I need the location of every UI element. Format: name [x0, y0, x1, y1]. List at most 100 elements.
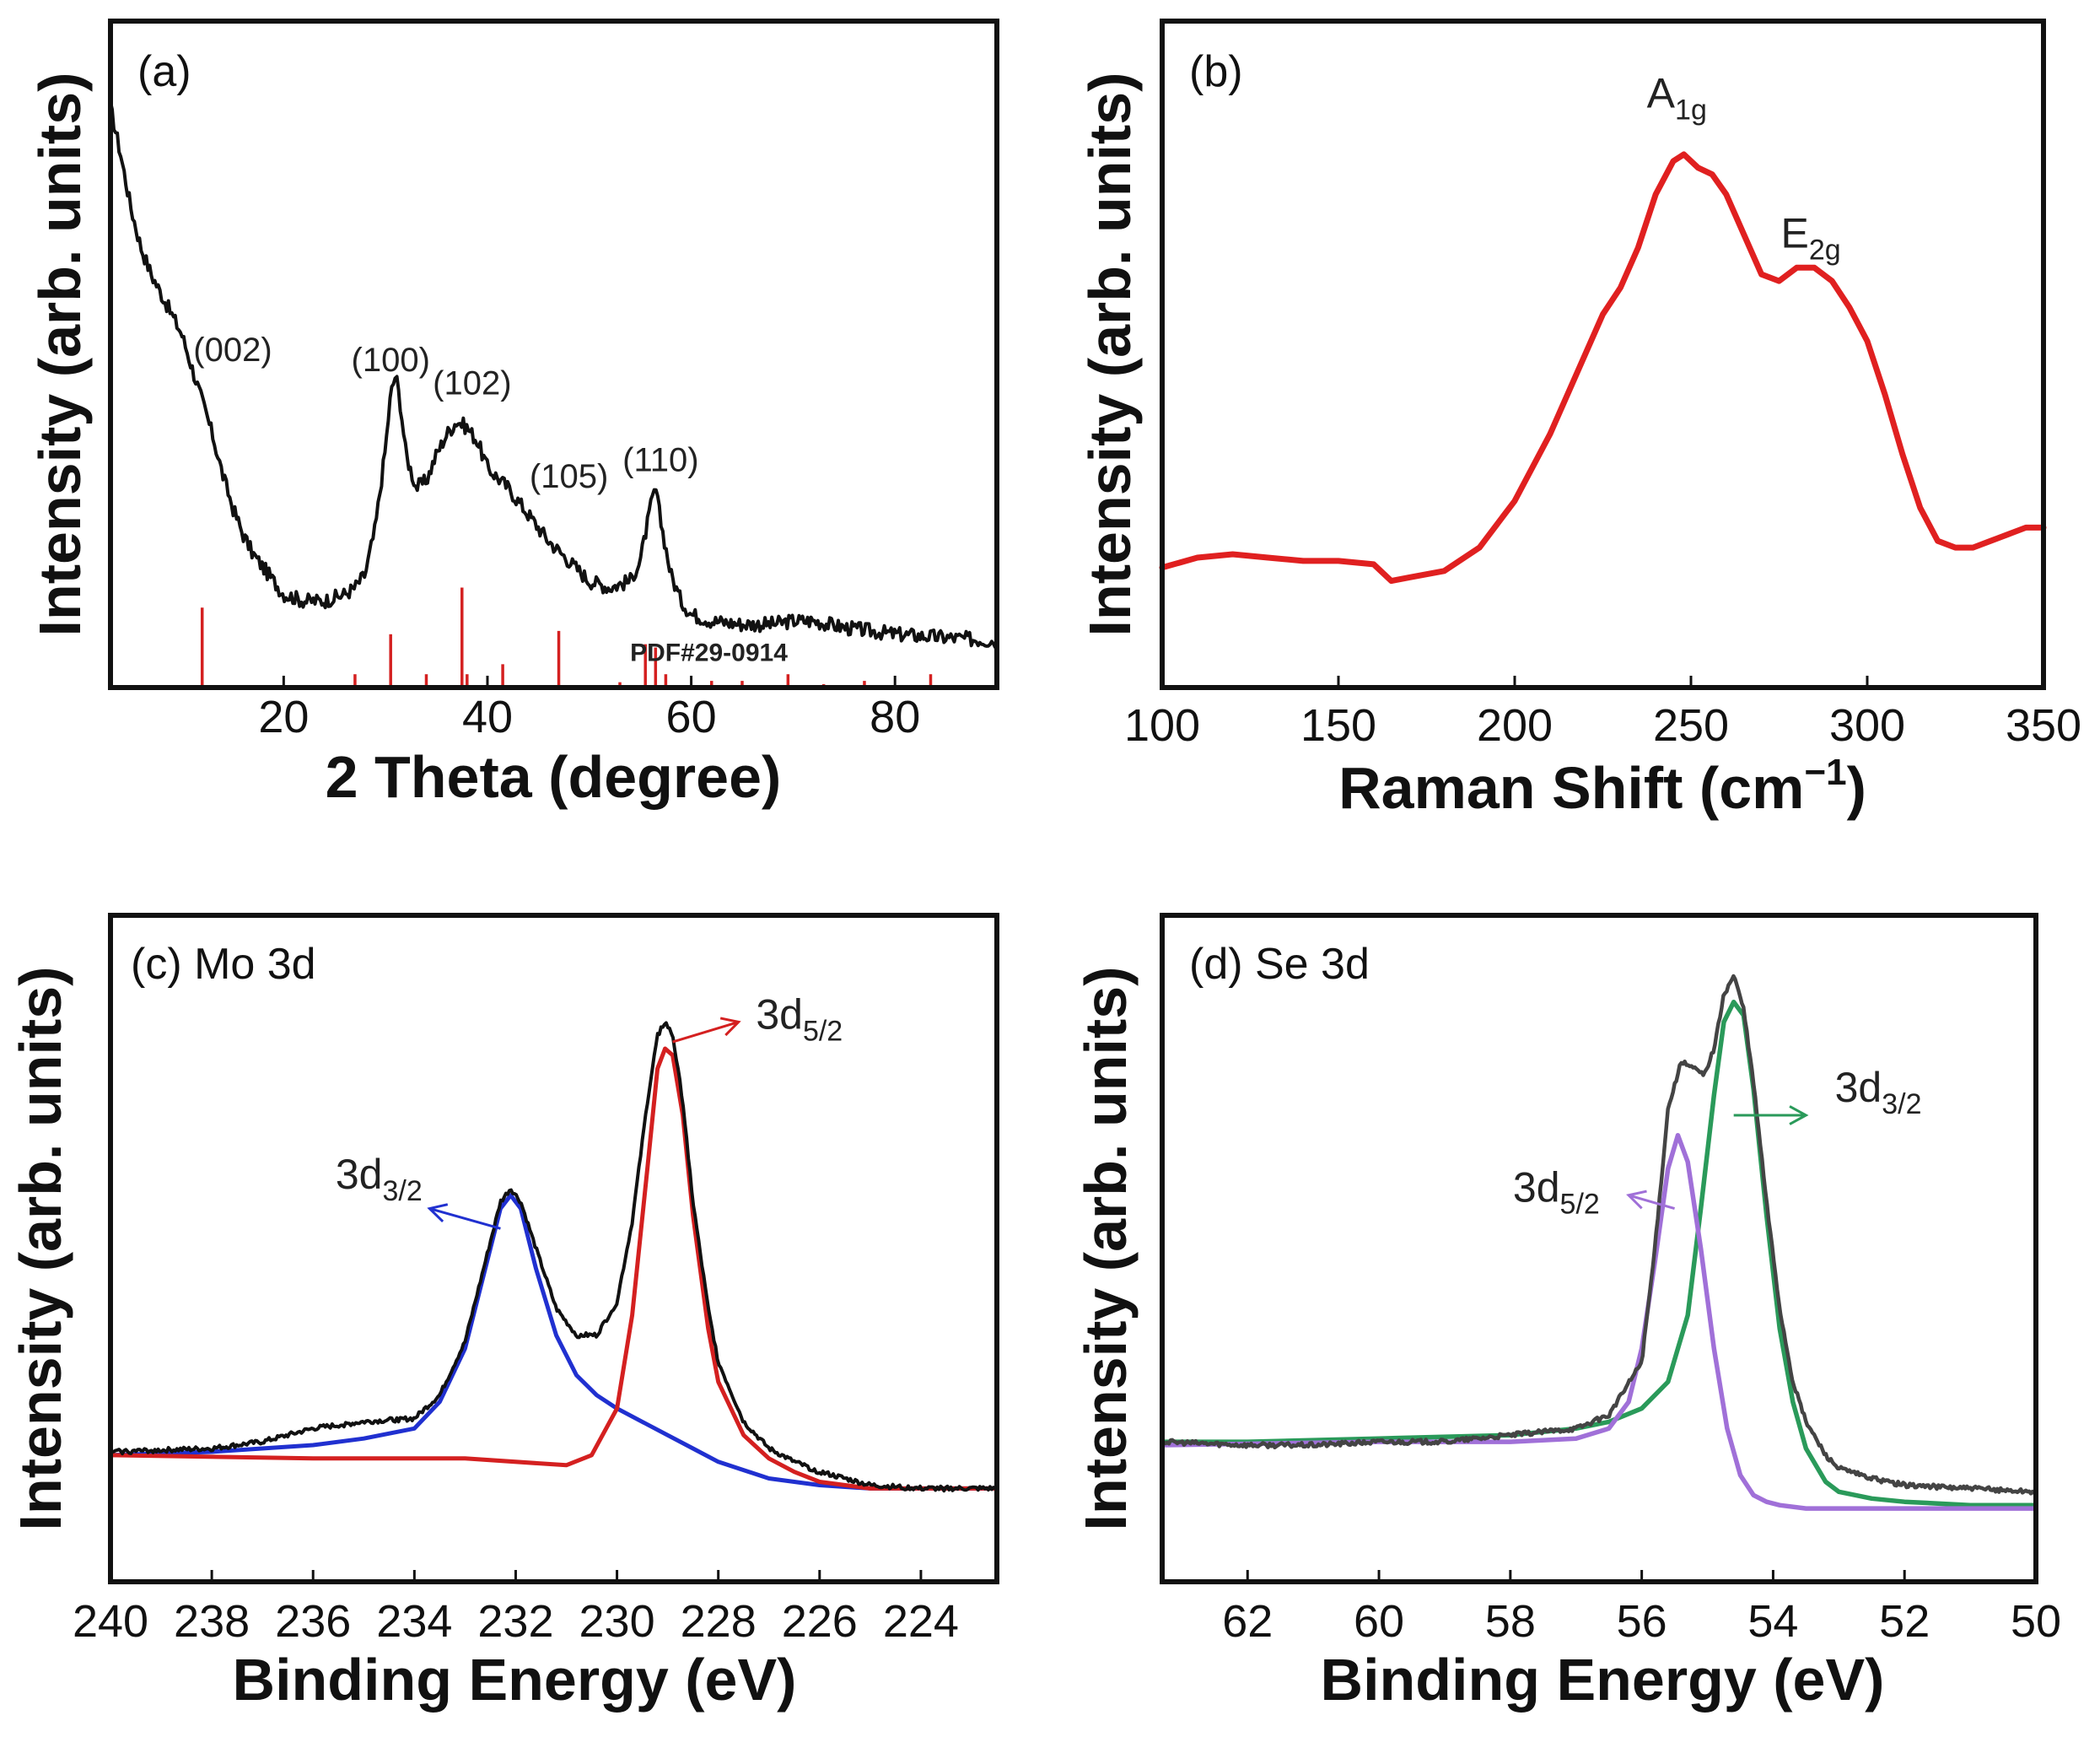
- panel-d-x-tick-label: 62: [1222, 1596, 1273, 1647]
- panel-b-frame: [1160, 19, 2046, 690]
- panel-c-series-envelope: [109, 1021, 999, 1493]
- panel-b-x-tick-label: 150: [1300, 700, 1376, 751]
- annotation-arrow: [1628, 1194, 1675, 1211]
- panel-c-series-fit-3d3-2: [108, 1193, 999, 1491]
- panel-d-label: (d) Se 3d: [1189, 940, 1370, 989]
- annotation-text: (102): [433, 364, 511, 402]
- annotation-arrowhead: [1789, 1105, 1809, 1125]
- panel-b-x-tick-label: 350: [2006, 700, 2081, 751]
- annotation-text: 3d: [1513, 1164, 1560, 1211]
- panel-d-x-ticks: 62 60 58 56 54 52 50: [1222, 1570, 2061, 1647]
- panel-b-x-ticks: 100 150 200 250 300 350: [1124, 676, 2081, 751]
- panel-a-annotation: (002): [193, 332, 272, 369]
- panel-b-x-tick-label: 100: [1124, 700, 1200, 751]
- panel-b-series-raman: [1159, 151, 2047, 585]
- panel-c-annotation: 3d5/2: [756, 990, 843, 1047]
- panel-a-label: (a): [137, 47, 191, 96]
- panel-b-x-axis-title-sup: −1: [1804, 752, 1846, 793]
- panel-b-annotation: A1g: [1647, 70, 1707, 127]
- annotation-text: 3d: [336, 1151, 383, 1198]
- panel-c-x-tick-label: 236: [275, 1596, 351, 1647]
- annotation-text: (105): [530, 458, 608, 495]
- annotation-arrowhead: [719, 1017, 741, 1037]
- panel-b-x-axis-title-close: ): [1847, 755, 1866, 821]
- annotation-text: A: [1647, 70, 1676, 117]
- annotation-arrow: [672, 1020, 740, 1044]
- annotation-text: (100): [352, 342, 430, 379]
- panel-a-x-tick-label: 80: [870, 692, 920, 742]
- annotation-arrowhead: [427, 1203, 449, 1223]
- panel-b-x-tick-label: 200: [1477, 700, 1553, 751]
- panel-d-x-tick-label: 50: [2011, 1596, 2061, 1647]
- panel-c-x-ticks: 240 238 236 234 232 230 228 226 224: [73, 1570, 959, 1647]
- panel-b-x-axis-title-main: Raman Shift (cm: [1338, 755, 1804, 821]
- panel-a-annotation: PDF#29-0914: [630, 639, 788, 666]
- panel-d-x-tick-label: 60: [1354, 1596, 1404, 1647]
- panel-c-x-tick-label: 226: [782, 1596, 858, 1647]
- panel-d-annotation: 3d3/2: [1835, 1064, 1922, 1120]
- panel-c-x-tick-label: 232: [477, 1596, 553, 1647]
- panel-b-annotation: E2g: [1781, 210, 1841, 267]
- annotation-text: (110): [622, 441, 698, 478]
- panel-b-x-tick-label: 300: [1829, 700, 1905, 751]
- panel-a-frame: [108, 19, 999, 690]
- panel-a-series-xrd: [109, 100, 999, 650]
- panel-c-x-tick-label: 224: [883, 1596, 959, 1647]
- panel-d-x-tick-label: 52: [1879, 1596, 1930, 1647]
- annotation-text: PDF#29-0914: [630, 639, 788, 666]
- annotation-arrowhead: [1626, 1189, 1647, 1210]
- annotation-text: E: [1781, 210, 1809, 257]
- panel-d-series-envelope: [1160, 974, 2038, 1496]
- panel-b-y-axis-title: Intensity (arb. units): [1077, 73, 1143, 637]
- panel-a-x-tick-label: 40: [462, 692, 513, 742]
- annotation-subscript: 1g: [1675, 94, 1707, 127]
- panel-a-annotation: (105): [530, 458, 608, 495]
- panel-c-annotation: 3d3/2: [336, 1151, 423, 1207]
- panel-c-x-axis-title: Binding Energy (eV): [233, 1647, 797, 1713]
- panel-b-label: (b): [1189, 47, 1243, 96]
- panel-a-xrd: (002) (100)(102) (105) (110) PDF#29-0914 20 4…: [27, 19, 999, 810]
- panel-a-annotation: (100): [352, 342, 430, 379]
- panel-d-x-axis-title: Binding Energy (eV): [1321, 1647, 1885, 1713]
- panel-a-x-tick-label: 20: [258, 692, 309, 742]
- panel-b-x-tick-label: 250: [1653, 700, 1729, 751]
- panel-c-x-tick-label: 238: [174, 1596, 250, 1647]
- annotation-text: 3d: [1835, 1064, 1882, 1111]
- panel-b-plot-area: A1g E2g: [1159, 70, 2047, 585]
- panel-d-y-axis-title: Intensity (arb. units): [1073, 967, 1139, 1531]
- panel-b-x-axis-title: Raman Shift (cm−1): [1338, 752, 1866, 821]
- panel-c-series-fit-3d5-2: [108, 1046, 999, 1491]
- panel-d-annotation: 3d5/2: [1513, 1164, 1600, 1221]
- annotation-subscript: 3/2: [382, 1175, 422, 1207]
- panel-a-annotation: (102): [433, 364, 511, 402]
- panel-a-plot-area: (002) (100)(102) (105) (110) PDF#29-0914: [109, 100, 999, 688]
- panel-b-raman: A1g E2g 100 150 200 250 300 350 (b) Raman Shif…: [1077, 19, 2081, 821]
- annotation-subscript: 3/2: [1882, 1088, 1921, 1120]
- panel-a-x-ticks: 20 40 60 80: [258, 676, 920, 742]
- annotation-text: 3d: [756, 990, 803, 1038]
- panel-d-x-tick-label: 54: [1747, 1596, 1798, 1647]
- panel-c-label: (c) Mo 3d: [131, 940, 316, 989]
- panel-c-x-tick-label: 230: [579, 1596, 655, 1647]
- panel-d-x-tick-label: 58: [1485, 1596, 1536, 1647]
- panel-c-x-tick-label: 234: [376, 1596, 452, 1647]
- annotation-subscript: 2g: [1809, 235, 1841, 267]
- panel-c-x-tick-label: 240: [73, 1596, 148, 1647]
- panel-d-x-tick-label: 56: [1617, 1596, 1667, 1647]
- panel-a-y-axis-title: Intensity (arb. units): [27, 73, 93, 637]
- panel-c-y-axis-title: Intensity (arb. units): [8, 967, 73, 1531]
- annotation-arrow: [428, 1207, 501, 1230]
- annotation-text: (002): [193, 332, 272, 369]
- panel-c-x-tick-label: 228: [681, 1596, 757, 1647]
- panel-d-frame: [1160, 913, 2038, 1584]
- panel-c-frame: [108, 913, 999, 1584]
- panel-d-series-fit-3d5-2: [1160, 1132, 2038, 1511]
- panel-a-x-tick-label: 60: [666, 692, 717, 742]
- panel-a-x-axis-title: 2 Theta (degree): [326, 744, 782, 810]
- annotation-subscript: 5/2: [1560, 1189, 1600, 1221]
